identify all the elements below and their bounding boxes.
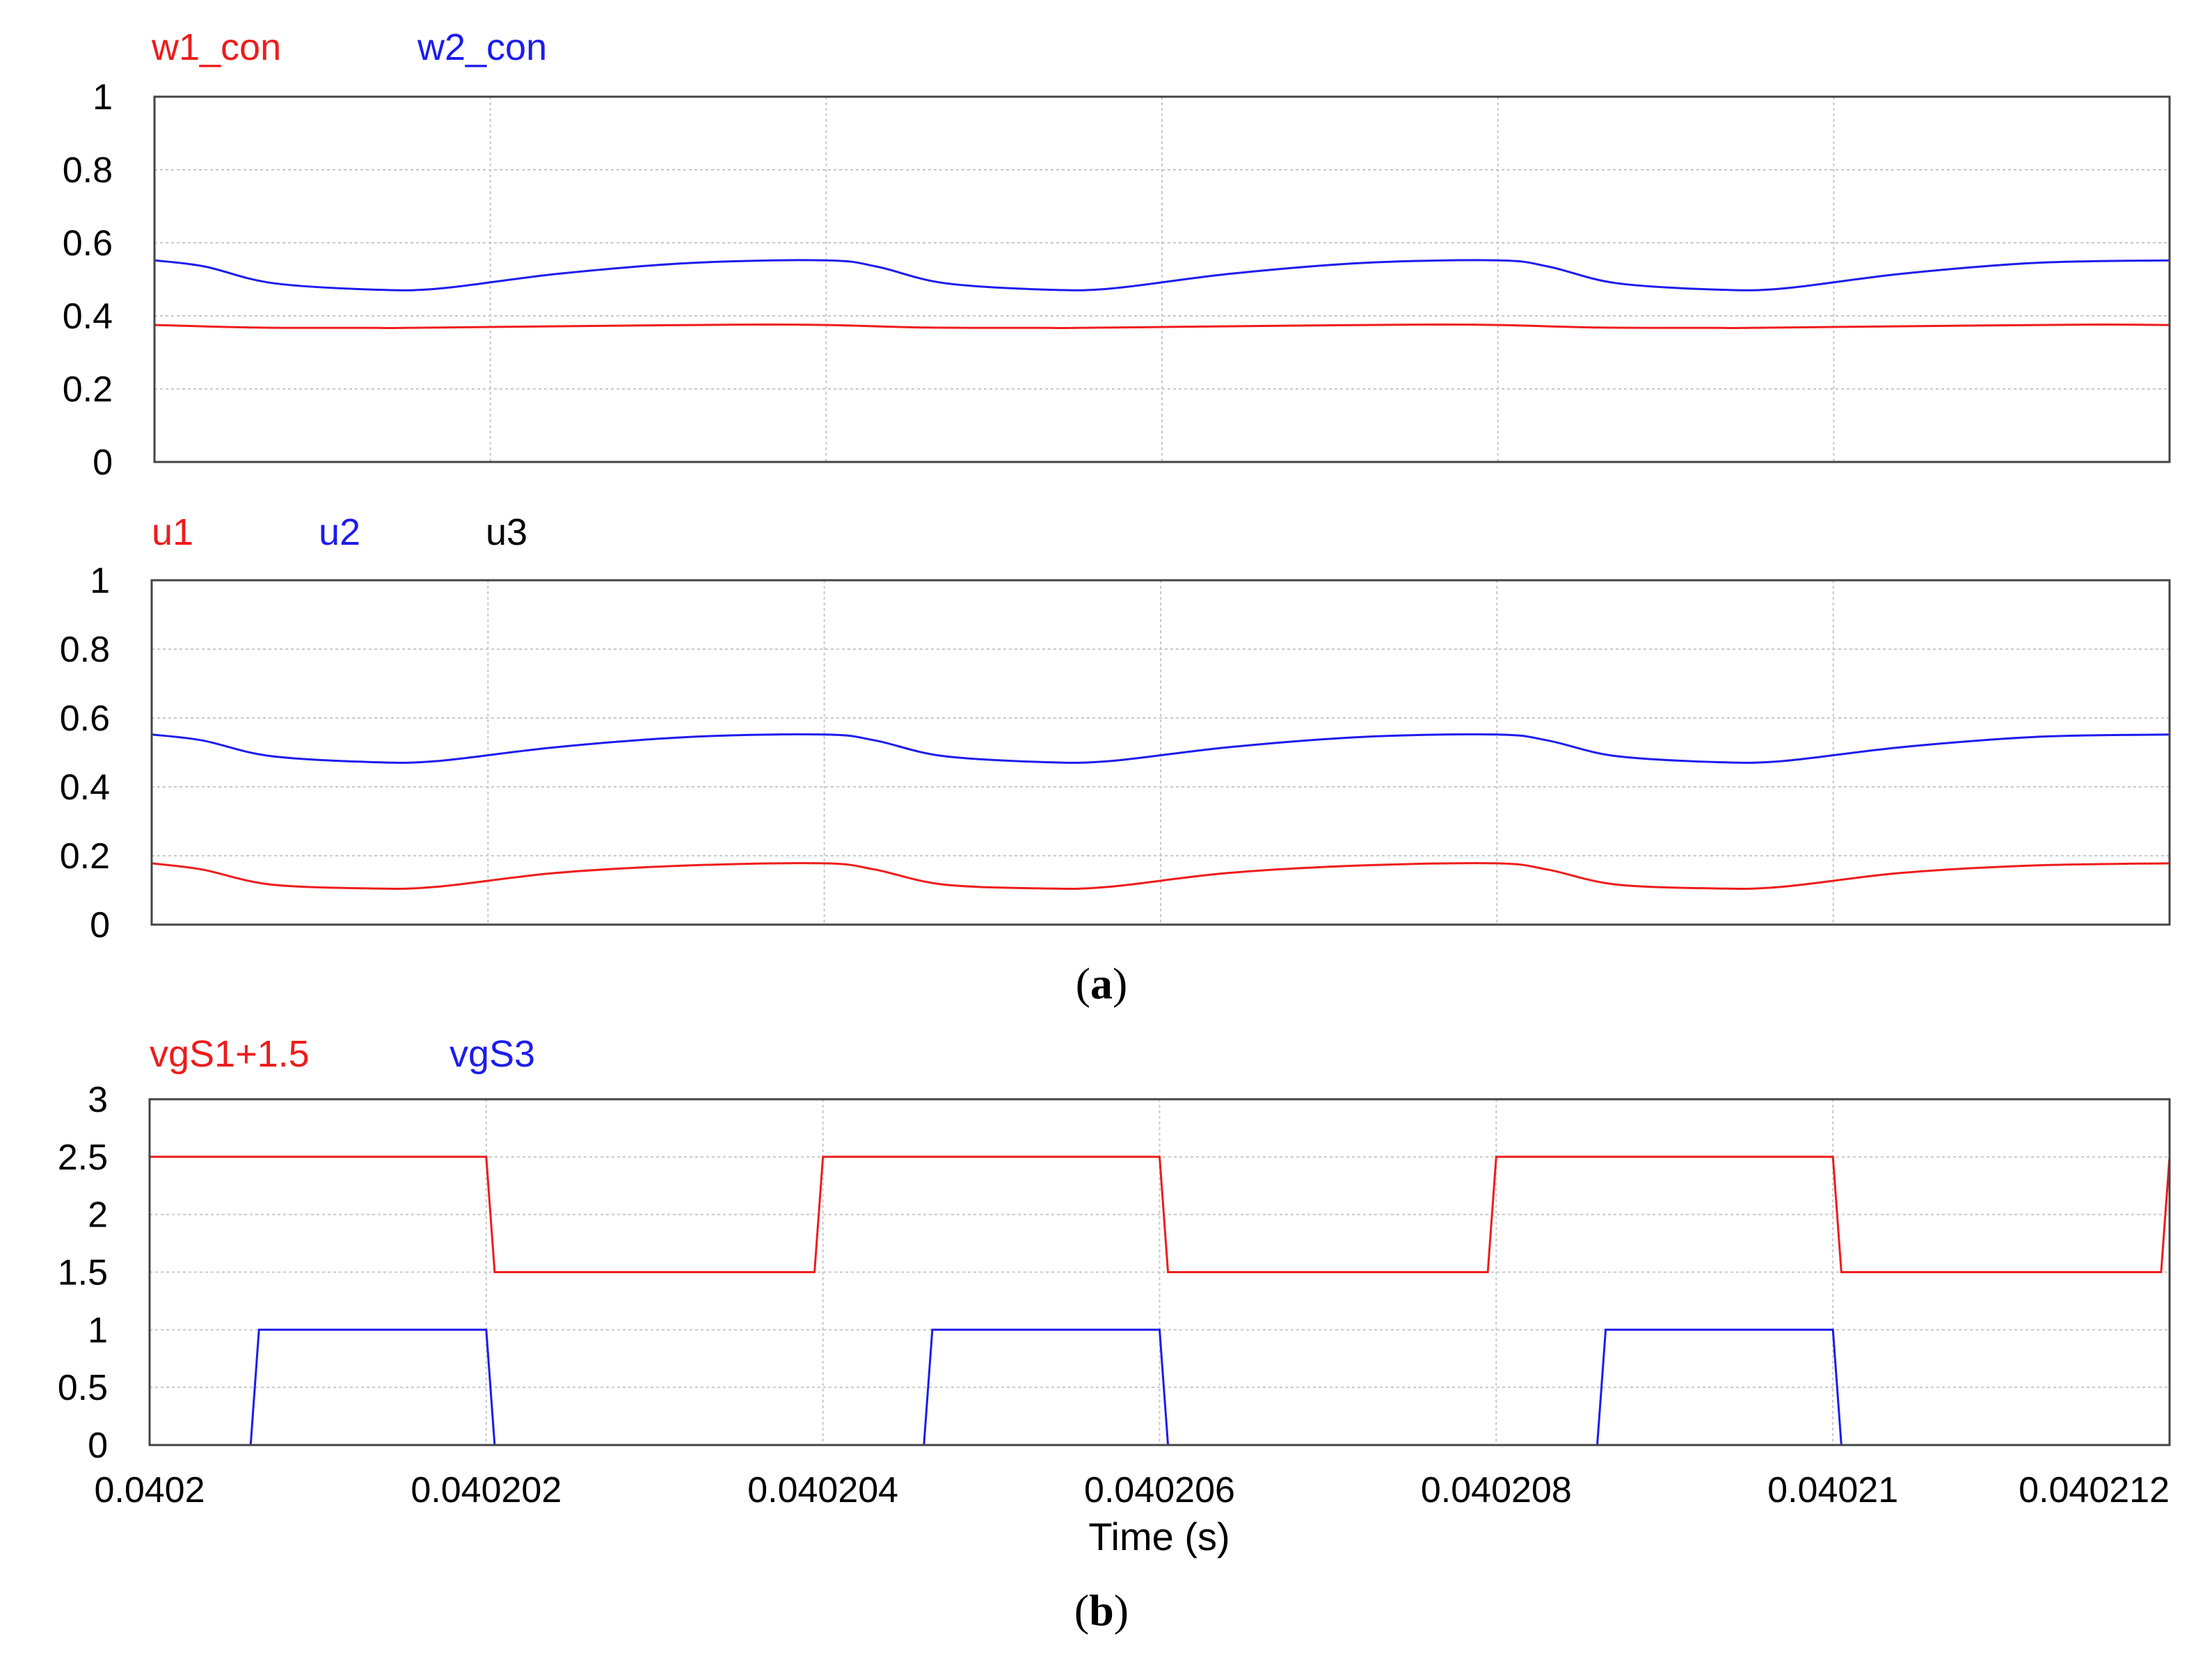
caption-a-letter: a xyxy=(1090,959,1113,1008)
x-tick-label: 0.040208 xyxy=(1421,1470,1572,1510)
x-tick-label: 0.040206 xyxy=(1084,1470,1235,1510)
y-tick-label: 0.2 xyxy=(63,369,113,410)
y-tick-label: 0.8 xyxy=(63,150,113,191)
y-tick-label: 1 xyxy=(88,1310,108,1350)
y-ticks: 0 0.5 1 1.5 2 2.5 3 xyxy=(58,1080,108,1466)
y-tick-label: 0 xyxy=(90,905,110,945)
series-line-u2 xyxy=(151,733,2170,764)
y-tick-label: 0 xyxy=(93,442,113,483)
caption-b-letter: b xyxy=(1089,1586,1114,1635)
traces xyxy=(154,259,2170,330)
y-tick-label: 0.5 xyxy=(58,1368,108,1408)
y-tick-label: 0.4 xyxy=(60,767,110,808)
x-tick-label: 0.040202 xyxy=(411,1470,562,1510)
x-tick-label: 0.0402 xyxy=(94,1470,205,1510)
x-tick-label: 0.040212 xyxy=(2019,1470,2170,1510)
y-tick-label: 2.5 xyxy=(58,1138,108,1178)
grid-layer xyxy=(154,97,2170,462)
legend-series: w2_con xyxy=(417,26,547,68)
y-tick-label: 0 xyxy=(88,1426,108,1466)
caption-b: (b) xyxy=(1074,1586,1129,1635)
series-line-w2-con xyxy=(154,259,2170,292)
panel-bottom: vgS1+1.5 vgS3 00.511.522.53 0.0402 0.0402… xyxy=(58,1033,2171,1558)
y-tick-label: 1 xyxy=(90,561,110,601)
series-line-w1-con xyxy=(154,323,2170,330)
y-tick-label: 0.6 xyxy=(63,223,113,264)
legend-series: vgS3 xyxy=(449,1033,535,1075)
grid-layer xyxy=(152,580,2170,925)
plot-frame xyxy=(153,95,2171,463)
y-tick-label: 1.5 xyxy=(58,1253,108,1293)
y-tick-label: 0.6 xyxy=(60,699,110,739)
plot-frame xyxy=(148,1098,2171,1446)
caption-a: (a) xyxy=(1076,959,1128,1008)
y-tick-label: 0.4 xyxy=(63,296,113,337)
x-tick-label: 0.040204 xyxy=(747,1470,898,1510)
plot-frame xyxy=(150,579,2171,926)
legend-series: u2 xyxy=(319,511,360,553)
x-ticks: 0.0402 0.040202 0.040204 0.040206 0.040208 0.… xyxy=(94,1470,2170,1510)
traces xyxy=(150,1156,2171,1446)
panel-middle: u1 u2 u3 0 0.2 0.4 0.6 0.8 1 xyxy=(60,511,2171,945)
series-line-vgS3 xyxy=(150,1328,1843,1446)
legend-series: w1_con xyxy=(151,26,281,68)
legend-series: vgS1+1.5 xyxy=(150,1033,310,1075)
legend-series: u3 xyxy=(486,511,527,553)
y-ticks: 0 0.2 0.4 0.6 0.8 1 xyxy=(63,77,113,483)
legend-series: u1 xyxy=(152,511,193,553)
traces xyxy=(151,733,2170,890)
series-line-u1 xyxy=(151,862,2170,890)
y-tick-label: 0.2 xyxy=(60,836,110,877)
series-line-vgS1-1-5 xyxy=(150,1156,2171,1273)
panel-top: w1_con w2_con 0 0.2 0.4 0.6 0.8 1 xyxy=(63,26,2171,483)
y-tick-label: 2 xyxy=(88,1195,108,1236)
x-axis-label: Time (s) xyxy=(1088,1515,1230,1558)
y-ticks: 0 0.2 0.4 0.6 0.8 1 xyxy=(60,561,110,945)
y-tick-label: 1 xyxy=(93,77,113,118)
x-tick-label: 0.04021 xyxy=(1767,1470,1898,1510)
y-tick-label: 0.8 xyxy=(60,630,110,670)
y-tick-label: 3 xyxy=(88,1080,108,1120)
